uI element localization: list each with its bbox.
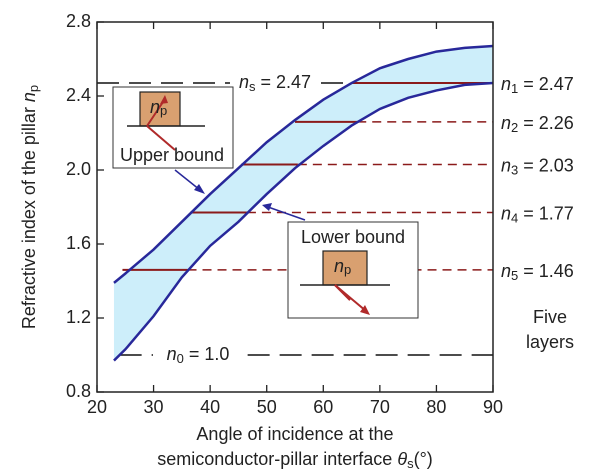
symbol: n xyxy=(19,92,39,102)
label-text: Refractive index of the pillar xyxy=(19,102,39,329)
subscript: 0 xyxy=(177,351,184,366)
pointer xyxy=(174,169,201,191)
symbol: n xyxy=(239,72,249,92)
layer-label: n3 = 2.03 xyxy=(501,155,574,178)
y-tick-label: 0.8 xyxy=(66,381,91,401)
annotation: Lower bound xyxy=(301,227,405,247)
x-tick-label: 60 xyxy=(313,397,333,417)
symbol: n xyxy=(150,97,160,117)
arrowhead xyxy=(160,95,168,104)
y-tick-label: 2.0 xyxy=(66,159,91,179)
arrowhead xyxy=(360,305,370,315)
symbol: n xyxy=(334,256,344,276)
y-tick-label: 1.6 xyxy=(66,233,91,253)
subscript: p xyxy=(160,103,167,118)
subscript: 1 xyxy=(511,81,518,96)
reference-label: n0 = 1.0 xyxy=(167,344,230,367)
label-text: = 2.03 xyxy=(518,155,574,175)
subscript: p xyxy=(26,85,41,92)
y-tick-label: 2.8 xyxy=(66,11,91,31)
curve xyxy=(113,81,494,362)
reference-label: ns = 2.47 xyxy=(239,72,311,95)
pointer xyxy=(267,206,306,221)
x-tick-label: 70 xyxy=(370,397,390,417)
y-tick-label: 1.2 xyxy=(66,307,91,327)
x-tick-label: 40 xyxy=(200,397,220,417)
subscript: 4 xyxy=(511,211,518,226)
x-axis-title: Angle of incidence at the xyxy=(196,424,393,444)
layer-label: n5 = 1.46 xyxy=(501,261,574,284)
symbol: n xyxy=(501,203,511,223)
pillar xyxy=(322,250,368,286)
label-bg xyxy=(153,344,243,366)
x-tick-label: 50 xyxy=(257,397,277,417)
x-axis-title: semiconductor-pillar interface θs(°) xyxy=(157,449,433,472)
symbol: n xyxy=(167,344,177,364)
label-text: = 2.47 xyxy=(255,72,311,92)
subscript: s xyxy=(407,456,414,471)
band-area xyxy=(113,46,493,361)
pillar xyxy=(139,91,181,127)
inset-label: np xyxy=(150,97,167,119)
annotation: Five xyxy=(533,307,567,327)
subscript: 2 xyxy=(511,120,518,135)
label-text: = 1.77 xyxy=(518,203,574,223)
plot-frame xyxy=(96,21,494,393)
label-text: semiconductor-pillar interface xyxy=(157,449,397,469)
annotation: layers xyxy=(526,332,574,352)
x-tick-label: 90 xyxy=(483,397,503,417)
layer-label: n2 = 2.26 xyxy=(501,113,574,136)
ray xyxy=(146,125,176,151)
arrowhead xyxy=(194,184,205,194)
x-tick-label: 20 xyxy=(87,397,107,417)
label-bg xyxy=(230,72,320,95)
x-tick-label: 80 xyxy=(426,397,446,417)
subscript: 3 xyxy=(511,163,518,178)
symbol: n xyxy=(501,74,511,94)
layer-label: n4 = 1.77 xyxy=(501,203,574,226)
arrowhead xyxy=(262,203,272,211)
ray xyxy=(334,284,367,312)
label-text: = 2.26 xyxy=(518,113,574,133)
curve xyxy=(113,44,494,284)
x-tick-label: 30 xyxy=(144,397,164,417)
y-axis-title: Refractive index of the pillar np xyxy=(19,85,42,329)
label-text: = 1.46 xyxy=(518,261,574,281)
subscript: s xyxy=(249,79,256,94)
symbol: θ xyxy=(397,449,407,469)
symbol: n xyxy=(501,113,511,133)
label-text: (°) xyxy=(414,449,433,469)
label-text: = 1.0 xyxy=(184,344,230,364)
layer-label: n1 = 2.47 xyxy=(501,74,574,97)
symbol: n xyxy=(501,261,511,281)
subscript: 5 xyxy=(511,268,518,283)
y-tick-label: 2.4 xyxy=(66,85,91,105)
inset-label: np xyxy=(334,256,351,278)
subscript: p xyxy=(344,262,351,277)
symbol: n xyxy=(501,155,511,175)
annotation: Upper bound xyxy=(120,145,224,165)
plot-under xyxy=(97,44,494,366)
label-text: = 2.47 xyxy=(518,74,574,94)
